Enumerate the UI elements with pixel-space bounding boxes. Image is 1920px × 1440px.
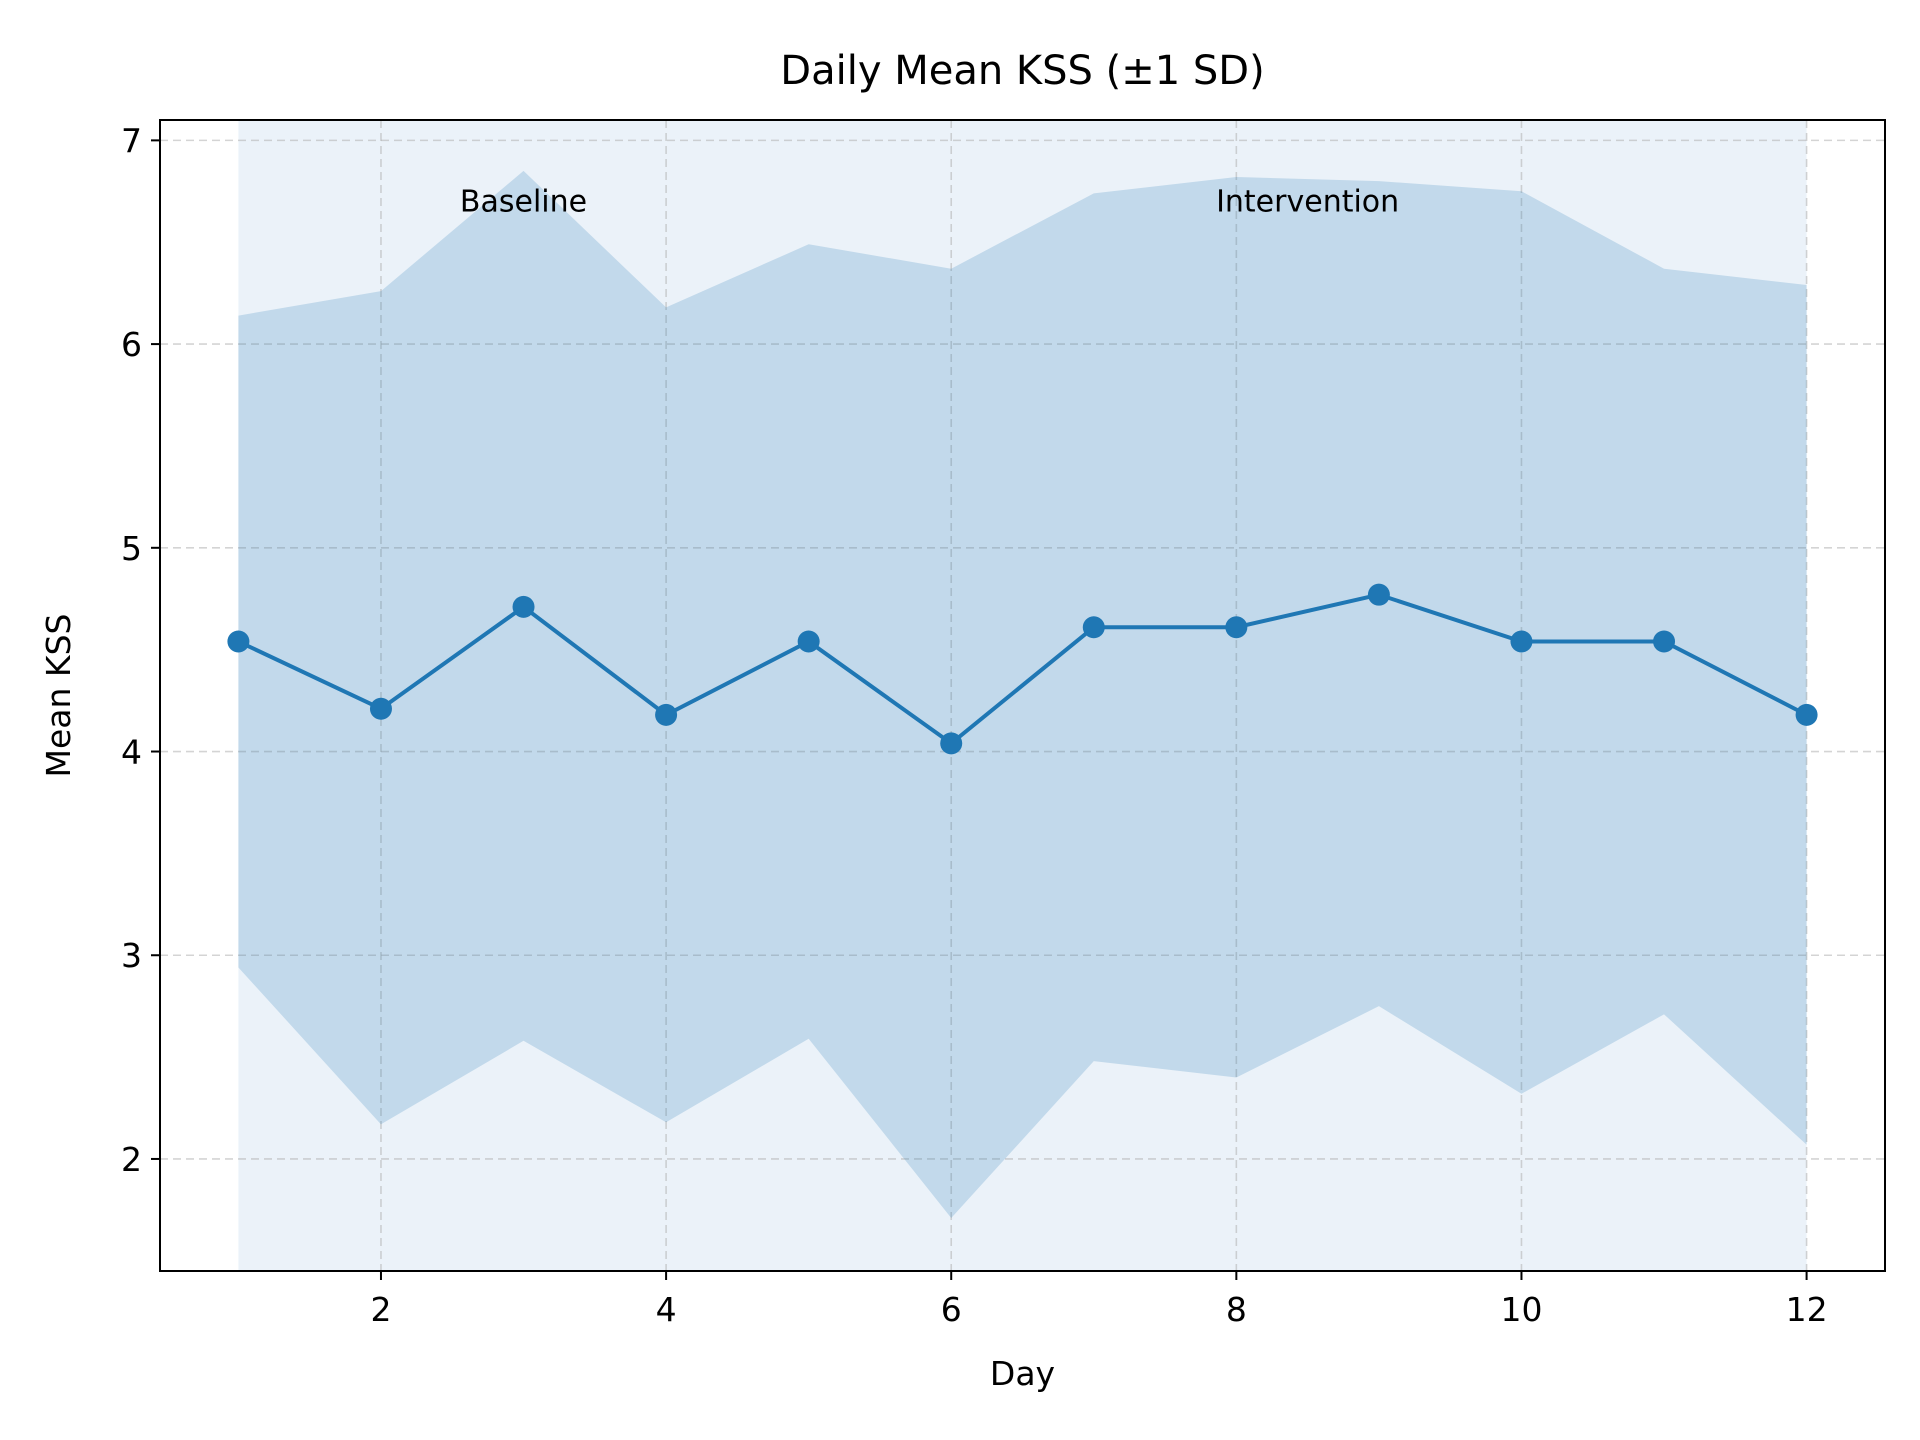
data-point	[512, 595, 535, 618]
x-tick-label: 2	[370, 1290, 391, 1329]
y-tick-label: 6	[121, 325, 142, 364]
chart-title: Daily Mean KSS (±1 SD)	[780, 48, 1264, 94]
annotation-label: Baseline	[460, 185, 587, 220]
data-point	[1367, 583, 1390, 606]
data-point	[1510, 630, 1533, 653]
data-point	[1653, 630, 1676, 653]
data-point	[1795, 703, 1818, 726]
y-tick-label: 2	[121, 1140, 142, 1179]
x-axis-label: Day	[990, 1354, 1055, 1393]
data-point	[1225, 616, 1248, 639]
data-point	[940, 732, 963, 755]
data-point	[227, 630, 250, 653]
plot-frame	[159, 119, 1886, 1272]
data-point	[1082, 616, 1105, 639]
y-tick-label: 5	[121, 529, 142, 568]
data-point	[655, 703, 678, 726]
y-axis-label: Mean KSS	[39, 614, 78, 778]
annotation-label: Intervention	[1216, 185, 1399, 220]
sd-band	[238, 170, 1807, 1219]
y-tick-label: 7	[121, 121, 142, 160]
phase-shade	[238, 120, 1807, 1271]
x-tick-label: 6	[941, 1290, 962, 1329]
data-point	[797, 630, 820, 653]
y-tick-label: 3	[121, 936, 142, 975]
x-tick-label: 8	[1226, 1290, 1247, 1329]
x-tick-label: 4	[656, 1290, 677, 1329]
x-tick-label: 10	[1500, 1290, 1542, 1329]
data-point	[369, 697, 392, 720]
x-tick-label: 12	[1786, 1290, 1828, 1329]
y-tick-label: 4	[121, 733, 142, 772]
series-line	[237, 592, 1808, 746]
